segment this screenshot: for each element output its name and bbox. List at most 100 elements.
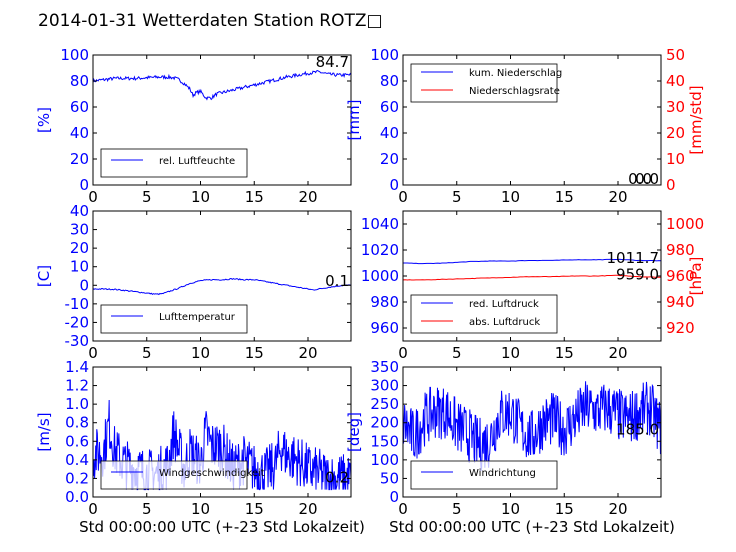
y-tick-label: 100 <box>370 46 399 64</box>
x-tick-label: 0 <box>398 188 408 206</box>
y-tick-label: 980 <box>370 293 399 311</box>
y-tick-label-right: 20 <box>666 124 685 142</box>
y-axis-label-right: [mm/std] <box>687 85 705 154</box>
series-line-winddir-0 <box>403 381 661 472</box>
y-tick-label: 0 <box>79 176 89 194</box>
y-axis-label: [m/s] <box>35 412 53 451</box>
y-axis-label: [C] <box>35 265 53 287</box>
y-tick-label-right: 40 <box>666 72 685 90</box>
legend-box <box>100 304 248 334</box>
x-tick-label: 10 <box>191 188 210 206</box>
y-tick-label: 300 <box>370 377 399 395</box>
x-axis-label: Std 00:00:00 UTC (+-23 Std Lokalzeit) <box>389 518 675 536</box>
x-tick-label: 15 <box>245 344 264 362</box>
legend-box <box>100 460 248 490</box>
panel-humidity: 0 5 10 15 20 0 20 40 60 80 100 [%] rel. Luftfeuchte 8… <box>35 46 352 206</box>
y-tick-label: 0.4 <box>65 451 89 469</box>
panel-windspeed: 0 5 10 15 200.00.20.40.60.81.01.21.4[m/s]Std… <box>35 358 365 536</box>
x-tick-label: 10 <box>501 500 520 518</box>
legend-entry: Lufttemperatur <box>159 312 236 323</box>
y-tick-label: 30 <box>70 221 89 239</box>
y-tick-label: 40 <box>70 202 89 220</box>
x-tick-label: 0 <box>88 344 98 362</box>
x-tick-label: 5 <box>142 344 152 362</box>
y-tick-label: 80 <box>70 72 89 90</box>
y-tick-label-right: 920 <box>666 319 695 337</box>
panel-pressure: 0 5 10 15 20 960 980 1000 1020 1040 920 940 960 980 10… <box>361 210 705 362</box>
plot-frame <box>402 54 662 186</box>
x-tick-label: 20 <box>608 344 627 362</box>
x-tick-label: 5 <box>142 188 152 206</box>
plot-frame <box>92 366 352 498</box>
x-axis-label: Std 00:00:00 UTC (+-23 Std Lokalzeit) <box>79 518 365 536</box>
legend-entry: Windrichtung <box>469 468 536 479</box>
y-tick-label: -20 <box>65 313 90 331</box>
x-tick-label: 15 <box>555 188 574 206</box>
x-tick-label: 0 <box>398 500 408 518</box>
legend-entry: rel. Luftfeuchte <box>159 156 235 167</box>
y-tick-label: 250 <box>370 395 399 413</box>
x-tick-label: 15 <box>555 344 574 362</box>
y-tick-label: 40 <box>70 124 89 142</box>
y-tick-label: 10 <box>70 258 89 276</box>
y-tick-label: 100 <box>370 451 399 469</box>
last-value-label: 1011.7 <box>607 249 660 267</box>
plot-frame <box>402 366 662 498</box>
last-value-label: 0.1 <box>325 272 349 290</box>
y-tick-label: 1.4 <box>65 358 89 376</box>
legend-entry: abs. Luftdruck <box>469 317 540 328</box>
y-tick-label: 20 <box>70 239 89 257</box>
y-tick-label: 350 <box>370 358 399 376</box>
y-tick-label: 1040 <box>361 215 399 233</box>
y-axis-label: [deg] <box>345 412 363 452</box>
x-tick-label: 10 <box>191 344 210 362</box>
panel-temperature: 0 5 10 15 20-30-20-10010203040[C]Lufttempera… <box>35 202 352 362</box>
y-tick-label-right: 940 <box>666 293 695 311</box>
y-tick-label-right: 50 <box>666 46 685 64</box>
legend-entry: Niederschlagsrate <box>469 86 560 97</box>
y-tick-label: 60 <box>70 98 89 116</box>
y-tick-label: 0 <box>389 488 399 506</box>
legend-box <box>410 63 558 103</box>
y-tick-label-right: 0 <box>666 176 676 194</box>
x-tick-label: 20 <box>608 500 627 518</box>
y-tick-label: 50 <box>380 469 399 487</box>
y-tick-label: 40 <box>380 124 399 142</box>
y-tick-label: 200 <box>370 414 399 432</box>
y-tick-label: 0 <box>79 276 89 294</box>
x-tick-label: 10 <box>501 188 520 206</box>
legend-entry: red. Luftdruck <box>469 299 539 310</box>
y-axis-label: [%] <box>35 107 53 133</box>
y-tick-label: 1.2 <box>65 377 89 395</box>
y-tick-label: 0.0 <box>65 488 89 506</box>
last-value-label: 959.0 <box>616 265 659 283</box>
x-tick-label: 15 <box>245 188 264 206</box>
x-tick-label: 20 <box>608 188 627 206</box>
legend-entry: kum. Niederschlag <box>469 68 562 79</box>
y-tick-label: 60 <box>380 98 399 116</box>
y-tick-label: 20 <box>70 150 89 168</box>
y-tick-label: 960 <box>370 319 399 337</box>
legend-box <box>410 460 558 490</box>
y-tick-label-right: 1000 <box>666 215 704 233</box>
series-line-temperature-0 <box>93 277 351 296</box>
y-tick-label: 100 <box>60 46 89 64</box>
panel-precip: 0 5 10 15 20 0 20 40 60 80 100 0 10 20 30 40 50 [mm] [mm/s… <box>345 46 705 206</box>
x-tick-label: 0 <box>88 500 98 518</box>
figure-title: 2014-01-31 Wetterdaten Station ROTZ□ <box>38 11 383 31</box>
x-tick-label: 5 <box>452 500 462 518</box>
y-tick-label-right: 10 <box>666 150 685 168</box>
last-value-label: 0.2 <box>325 468 349 486</box>
y-tick-label: -10 <box>65 295 90 313</box>
y-tick-label: 80 <box>380 72 399 90</box>
legend-box <box>410 294 558 334</box>
series-line-humidity-0 <box>93 69 351 101</box>
x-tick-label: 5 <box>142 500 152 518</box>
y-tick-label: 0.2 <box>65 469 89 487</box>
x-tick-label: 10 <box>501 344 520 362</box>
x-tick-label: 0 <box>398 344 408 362</box>
x-tick-label: 15 <box>245 500 264 518</box>
x-tick-label: 10 <box>191 500 210 518</box>
x-tick-label: 15 <box>555 500 574 518</box>
